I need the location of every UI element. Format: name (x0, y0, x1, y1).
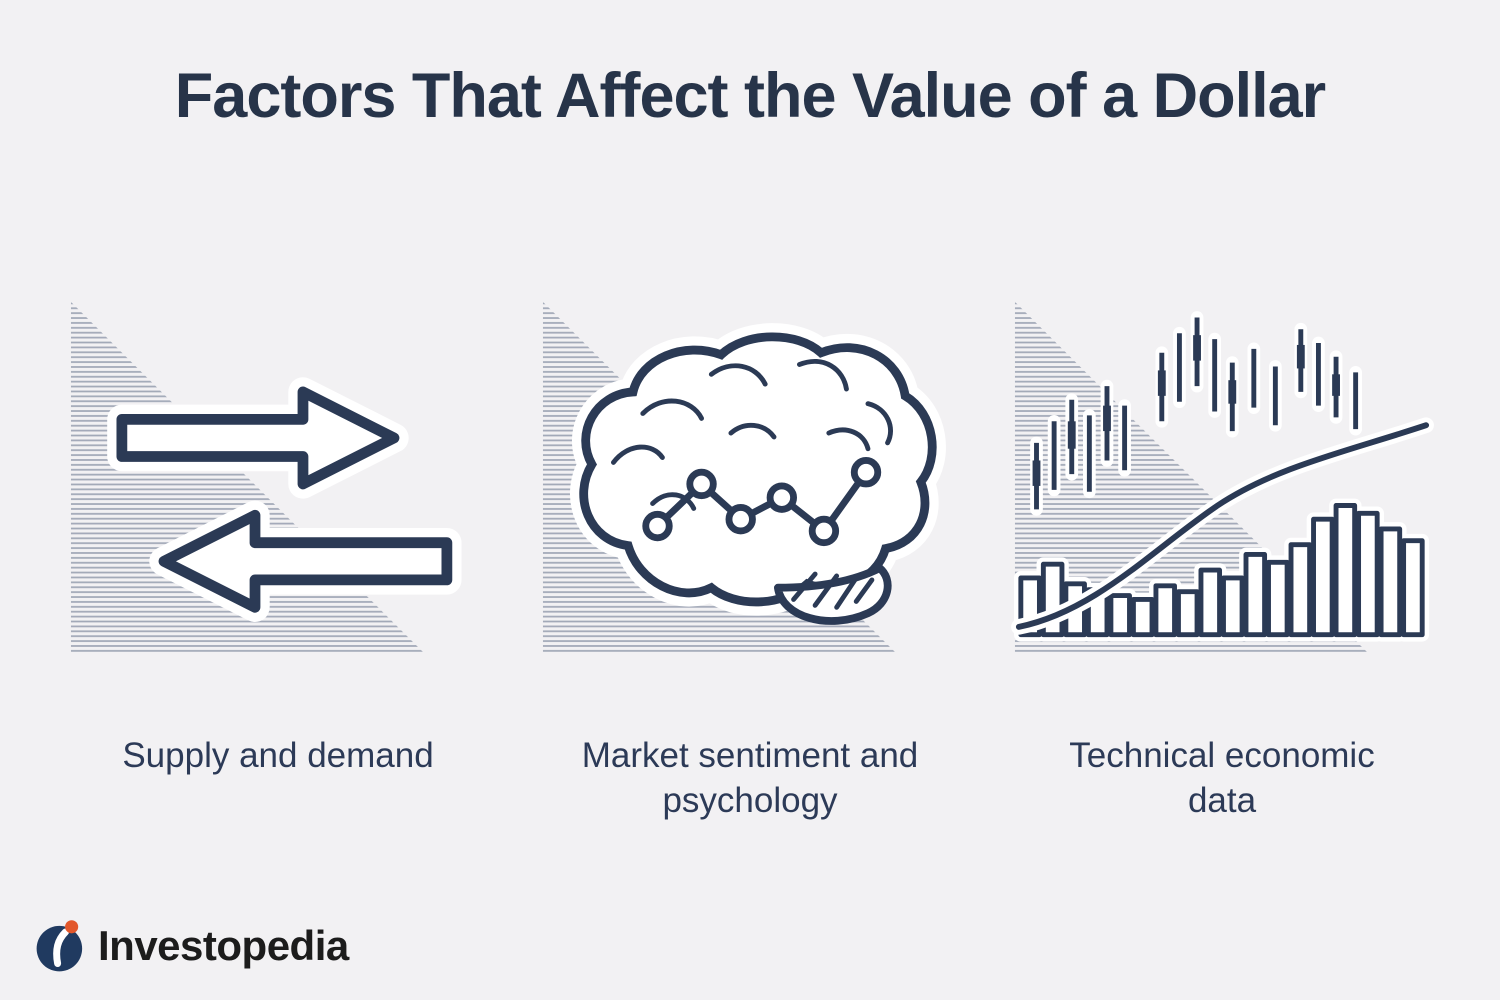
stock-chart-icon (1005, 296, 1440, 668)
investopedia-logo-icon (34, 918, 90, 974)
factor-supply-demand: Supply and demand (58, 296, 498, 824)
factors-row: Supply and demand (0, 296, 1500, 824)
factor-technical-data: Technical economic data (1002, 296, 1442, 824)
brain-icon (533, 296, 968, 668)
factor-label-technical-data: Technical economic data (1069, 736, 1375, 820)
opposing-arrows-icon (61, 296, 496, 668)
factor-label-market-sentiment: Market sentiment and psychology (581, 736, 919, 820)
page-title: Factors That Affect the Value of a Dolla… (174, 61, 1326, 131)
brand-footer: Investopedia (34, 918, 349, 974)
factor-market-sentiment: Market sentiment and psychology (530, 296, 970, 824)
brand-name: Investopedia (98, 922, 349, 969)
factor-label-supply-demand: Supply and demand (122, 736, 434, 775)
